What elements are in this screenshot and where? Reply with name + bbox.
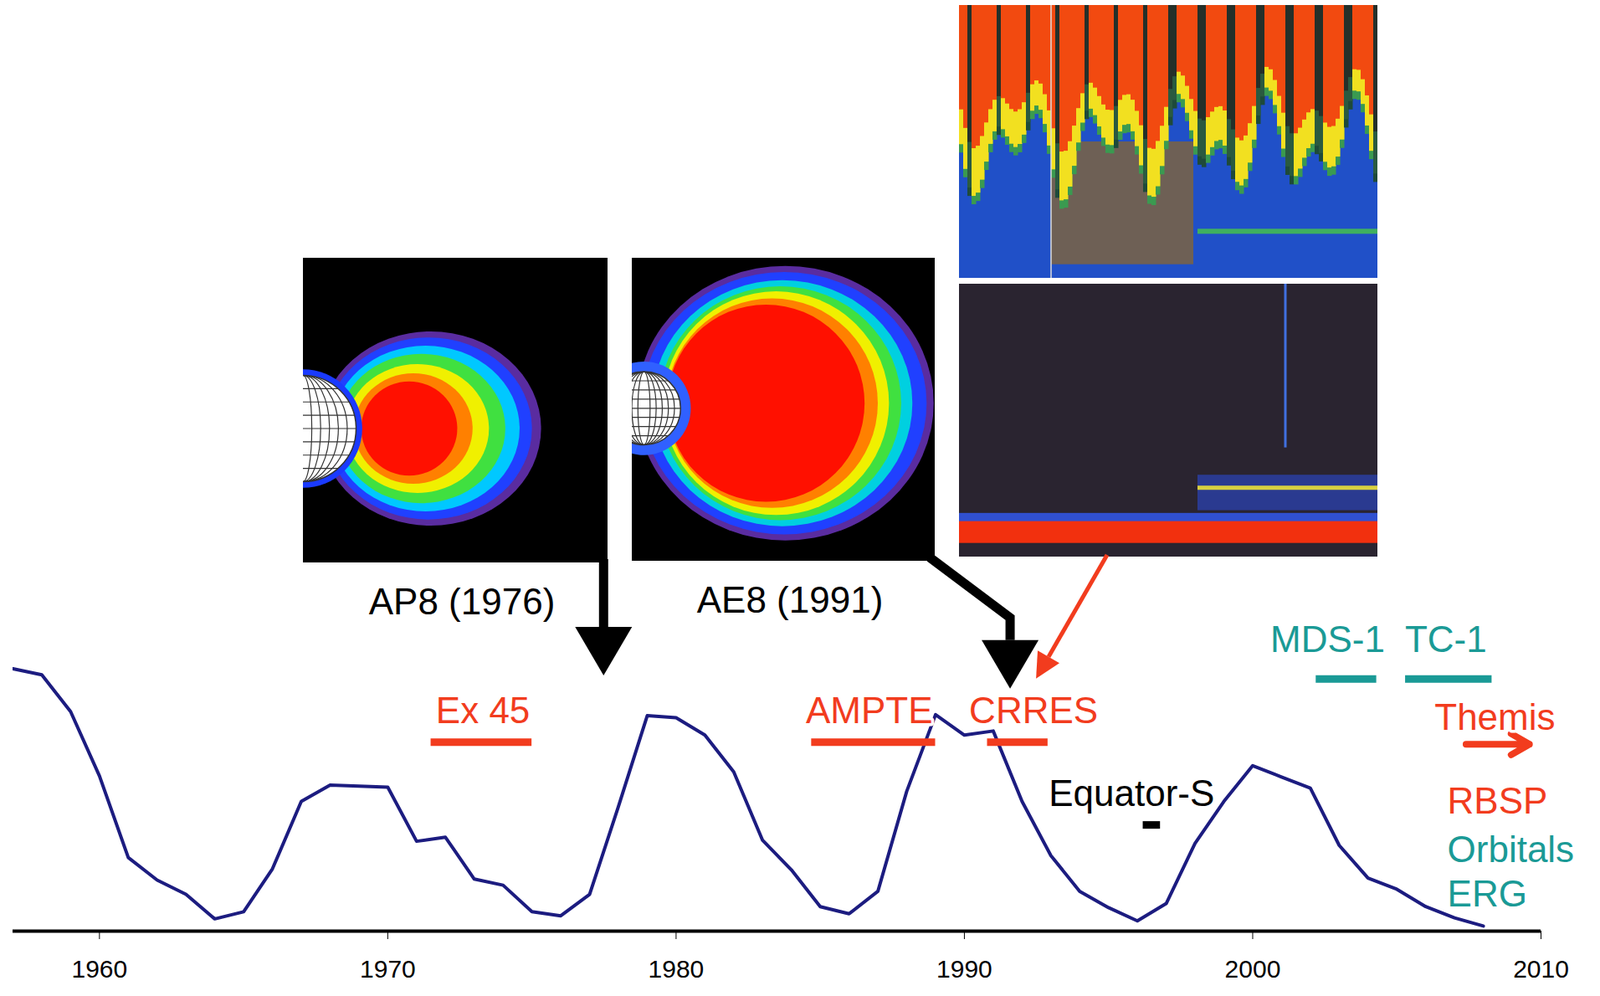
- svg-text:MDS-1: MDS-1: [1270, 618, 1385, 660]
- svg-text:Equator-S: Equator-S: [1048, 772, 1215, 814]
- svg-text:RBSP: RBSP: [1447, 779, 1549, 821]
- svg-text:1960: 1960: [71, 954, 128, 983]
- svg-text:AE8 (1991): AE8 (1991): [697, 579, 884, 621]
- svg-text:1990: 1990: [936, 954, 993, 983]
- svg-text:1970: 1970: [359, 954, 416, 983]
- svg-text:TC-1: TC-1: [1405, 618, 1488, 660]
- svg-text:Themis: Themis: [1434, 696, 1555, 738]
- svg-text:Orbitals: Orbitals: [1447, 828, 1575, 870]
- svg-text:AP8 (1976): AP8 (1976): [369, 580, 556, 622]
- svg-text:2000: 2000: [1225, 954, 1282, 983]
- svg-text:Ex 45: Ex 45: [435, 689, 531, 731]
- svg-text:ERG: ERG: [1447, 872, 1528, 914]
- svg-text:AMPTE: AMPTE: [805, 689, 934, 731]
- svg-text:2010: 2010: [1512, 954, 1570, 983]
- svg-text:CRRES: CRRES: [969, 689, 1098, 731]
- svg-text:1980: 1980: [648, 954, 705, 983]
